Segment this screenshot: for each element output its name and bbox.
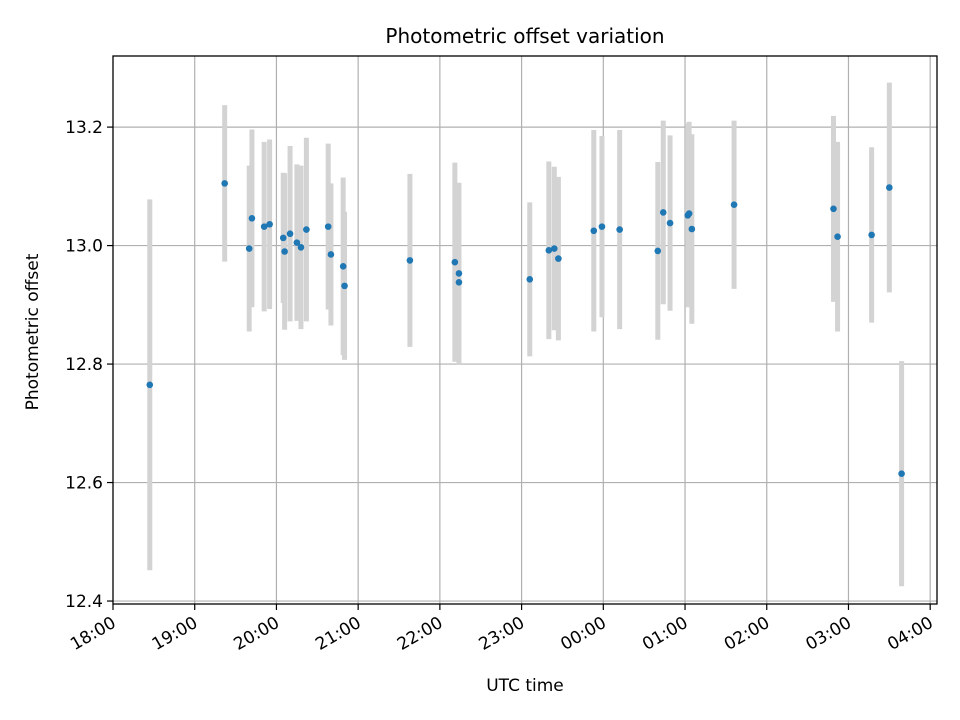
data-point bbox=[685, 210, 693, 217]
data-point bbox=[297, 244, 305, 251]
y-tick-label: 12.8 bbox=[65, 355, 103, 375]
x-tick-label: 20:00 bbox=[231, 613, 283, 655]
data-point bbox=[659, 209, 667, 216]
y-axis-label: Photometric offset bbox=[23, 253, 43, 410]
point-layer bbox=[146, 180, 905, 477]
data-point bbox=[830, 205, 837, 213]
data-point bbox=[341, 282, 348, 290]
data-point bbox=[898, 470, 905, 477]
data-point bbox=[654, 247, 662, 255]
data-point bbox=[550, 245, 558, 252]
data-point bbox=[221, 180, 228, 187]
grid-layer bbox=[113, 56, 937, 604]
data-point bbox=[293, 239, 301, 246]
x-tick-label: 01:00 bbox=[639, 613, 691, 655]
errorbar-layer bbox=[147, 82, 905, 587]
data-point bbox=[245, 245, 253, 252]
data-point bbox=[688, 225, 696, 233]
chart-title: Photometric offset variation bbox=[385, 24, 664, 48]
data-point bbox=[266, 220, 273, 228]
data-point bbox=[616, 226, 623, 233]
x-tick-label: 21:00 bbox=[312, 613, 364, 655]
data-point bbox=[248, 215, 256, 222]
data-point bbox=[281, 248, 288, 255]
data-point bbox=[146, 381, 154, 389]
x-tick-label: 00:00 bbox=[557, 613, 609, 655]
data-point bbox=[260, 223, 268, 230]
y-tick-label: 13.2 bbox=[65, 118, 103, 138]
data-point bbox=[324, 223, 332, 230]
x-tick-label: 02:00 bbox=[721, 613, 773, 655]
data-point bbox=[279, 234, 287, 242]
x-tick-label: 04:00 bbox=[884, 613, 936, 655]
data-point bbox=[339, 263, 347, 270]
data-point bbox=[406, 257, 414, 264]
x-tick-label: 23:00 bbox=[476, 613, 528, 655]
data-point bbox=[451, 258, 459, 266]
data-point bbox=[526, 276, 534, 283]
data-point bbox=[303, 226, 310, 233]
data-point bbox=[327, 251, 335, 258]
data-point bbox=[555, 255, 562, 262]
data-point bbox=[545, 247, 553, 254]
data-point bbox=[590, 227, 598, 235]
data-point bbox=[666, 219, 674, 227]
y-tick-label: 12.6 bbox=[65, 474, 103, 494]
plot-frame bbox=[112, 55, 938, 605]
data-point bbox=[598, 223, 606, 230]
data-point bbox=[455, 270, 463, 277]
x-axis-label: UTC time bbox=[486, 676, 564, 696]
data-point bbox=[834, 233, 841, 240]
data-point bbox=[730, 201, 738, 209]
tick-layer: 18:00 19:00 20:00 21:00 22:00 23:00 00:00 01:00… bbox=[65, 118, 937, 655]
data-point bbox=[886, 184, 893, 191]
data-point bbox=[455, 279, 463, 286]
data-point bbox=[286, 230, 294, 238]
x-tick-label: 19:00 bbox=[149, 613, 201, 655]
x-tick-label: 18:00 bbox=[67, 613, 119, 655]
data-point bbox=[868, 231, 875, 239]
y-tick-label: 12.4 bbox=[65, 592, 103, 612]
x-tick-label: 03:00 bbox=[803, 613, 855, 655]
y-tick-label: 13.0 bbox=[65, 237, 103, 257]
x-tick-label: 22:00 bbox=[394, 613, 446, 655]
